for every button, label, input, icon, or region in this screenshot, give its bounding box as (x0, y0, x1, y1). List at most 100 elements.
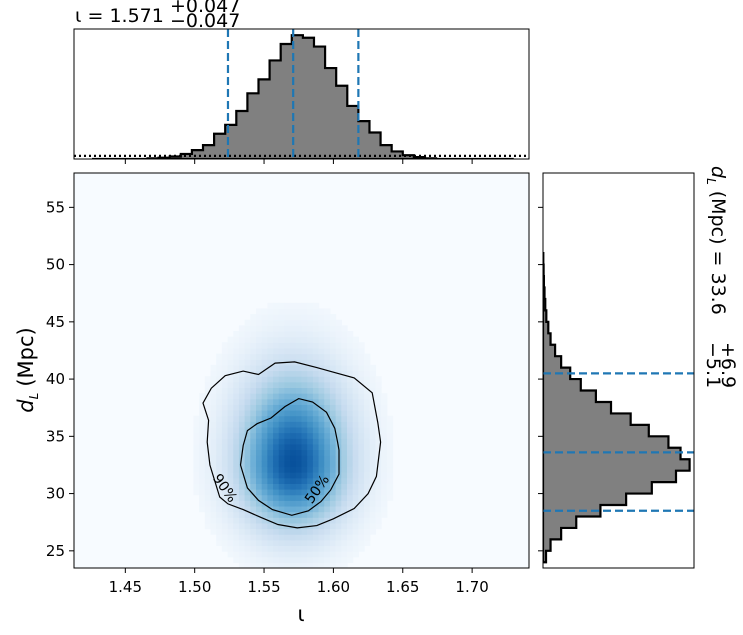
heatmap-cell (273, 325, 280, 332)
heatmap-cell (233, 551, 240, 558)
heatmap-cell (256, 381, 263, 389)
heatmap-cell (267, 551, 274, 558)
heatmap-cell (341, 449, 348, 456)
heatmap-cell (318, 539, 325, 547)
heatmap-cell (358, 359, 365, 366)
heatmap-cell (216, 489, 223, 496)
heatmap-cell (227, 342, 234, 349)
heatmap-cell (261, 494, 268, 501)
heatmap-cell (278, 449, 286, 456)
heatmap-cell (307, 551, 314, 558)
heatmap-cell (238, 387, 246, 394)
heatmap-cell (227, 494, 234, 501)
heatmap-cell (375, 449, 382, 456)
heatmap-cell (318, 438, 325, 445)
heatmap-cell (364, 505, 371, 513)
heatmap-cell (312, 528, 320, 535)
heatmap-cell (347, 347, 354, 355)
heatmap-cell (318, 443, 325, 451)
heatmap-cell (369, 415, 377, 422)
heatmap-cell (193, 483, 200, 490)
heatmap-cell (318, 370, 325, 377)
heatmap-cell (227, 353, 234, 360)
heatmap-cell (227, 336, 234, 343)
heatmap-cell (307, 455, 314, 462)
heatmap-cell (267, 556, 274, 563)
heatmap-cell (381, 455, 388, 462)
heatmap-cell (307, 331, 314, 338)
heatmap-cell (329, 410, 337, 417)
heatmap-cell (256, 347, 263, 355)
heatmap-cell (256, 364, 263, 372)
right-title-median: 33.6 (707, 272, 729, 314)
heatmap-cell (352, 336, 359, 343)
heatmap-cell (358, 432, 365, 439)
heatmap-cell (329, 415, 337, 422)
heatmap-cell (347, 545, 354, 552)
heatmap-cell (335, 500, 342, 507)
heatmap-cell (233, 438, 240, 445)
heatmap-cell (324, 466, 331, 473)
heatmap-cell (341, 472, 348, 479)
heatmap-cell (290, 438, 297, 445)
heatmap-cell (290, 443, 297, 451)
heatmap-cell (347, 511, 354, 518)
heatmap-cell (284, 500, 291, 507)
heatmap-cell (290, 505, 297, 513)
heatmap-cell (267, 545, 274, 552)
heatmap-cell (290, 466, 297, 473)
heatmap-cell (307, 534, 314, 541)
heatmap-cell (335, 347, 342, 355)
heatmap-cell (250, 325, 257, 332)
heatmap-cell (216, 472, 223, 479)
heatmap-cell (369, 370, 377, 377)
heatmap-cell (256, 522, 263, 530)
heatmap-cell (369, 472, 377, 479)
heatmap-cell (204, 500, 212, 507)
heatmap-cell (318, 325, 325, 332)
heatmap-cell (284, 331, 291, 338)
heatmap-cell (375, 438, 382, 445)
heatmap-cell (369, 460, 377, 468)
heatmap-cell (347, 460, 354, 468)
heatmap-cell (290, 325, 297, 332)
heatmap-cell (329, 359, 337, 366)
heatmap-cell (227, 522, 234, 530)
heatmap-cell (216, 455, 223, 462)
x-tick-label: 1.50 (178, 578, 211, 596)
heatmap-cell (244, 466, 251, 473)
heatmap-cell (329, 347, 337, 355)
heatmap-cell (278, 376, 286, 383)
heatmap-cell (199, 477, 206, 484)
heatmap-cell (216, 364, 223, 372)
heatmap-cell (358, 539, 365, 547)
heatmap-cell (369, 511, 377, 518)
heatmap-cell (301, 393, 308, 400)
heatmap-cell (341, 489, 348, 496)
heatmap-cell (301, 308, 308, 315)
heatmap-cell (199, 398, 206, 405)
heatmap-cell (278, 443, 286, 451)
heatmap-cell (204, 393, 212, 400)
heatmap-cell (233, 494, 240, 501)
heatmap-cell (358, 517, 365, 524)
heatmap-cell (273, 449, 280, 456)
heatmap-cell (250, 376, 257, 383)
heatmap-cell (352, 545, 359, 552)
heatmap-cell (352, 393, 359, 400)
heatmap-cell (375, 489, 382, 496)
heatmap-cell (301, 336, 308, 343)
heatmap-cell (227, 432, 234, 439)
heatmap-cell (221, 398, 229, 405)
heatmap-cell (301, 398, 308, 405)
heatmap-cell (318, 489, 325, 496)
heatmap-cell (284, 511, 291, 518)
heatmap-cell (301, 545, 308, 552)
heatmap-cell (284, 426, 291, 434)
marginal-right-frame (542, 172, 695, 569)
heatmap-cell (193, 460, 200, 468)
heatmap-cell (199, 421, 206, 428)
x-axis-label: ι (297, 602, 304, 626)
heatmap-cell (369, 489, 377, 496)
heatmap-cell (284, 517, 291, 524)
